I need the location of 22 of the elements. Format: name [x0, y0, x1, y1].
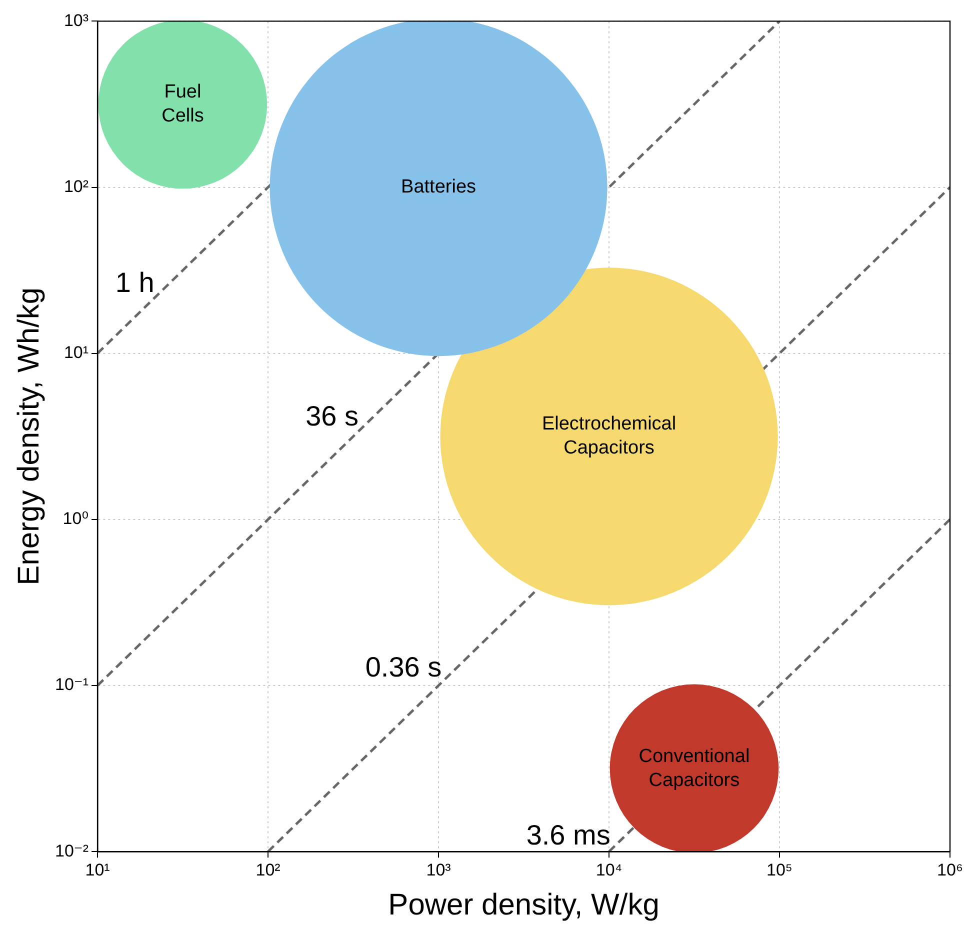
series-label: Fuel Cells — [162, 82, 204, 127]
annotation: 3.6 ms — [526, 819, 610, 850]
y-tick-label: 10² — [64, 176, 89, 196]
y-axis-title: Energy density, Wh/kg — [12, 287, 46, 586]
x-tick-label: 10⁴ — [596, 860, 622, 880]
series-label: Electrochemical Capacitors — [542, 414, 676, 459]
x-axis-title: Power density, W/kg — [388, 888, 660, 922]
y-tick-label: 10⁻¹ — [54, 675, 89, 694]
x-tick-label: 10⁶ — [937, 860, 963, 880]
annotation: 36 s — [306, 400, 359, 432]
y-tick-label: 10⁻² — [54, 841, 89, 860]
y-tick-label: 10¹ — [64, 343, 89, 362]
x-tick-label: 10¹ — [85, 860, 110, 880]
x-tick-label: 10² — [256, 860, 281, 880]
series-label: Batteries — [401, 176, 476, 198]
annotation: 1 h — [115, 267, 154, 298]
y-tick-label: 10⁰ — [62, 509, 89, 528]
annotation: 0.36 s — [365, 652, 442, 683]
series-label: Conventional Capacitors — [638, 746, 750, 791]
x-tick-label: 10³ — [426, 860, 452, 880]
x-tick-label: 10⁵ — [766, 860, 792, 880]
y-tick-label: 10³ — [64, 10, 89, 30]
